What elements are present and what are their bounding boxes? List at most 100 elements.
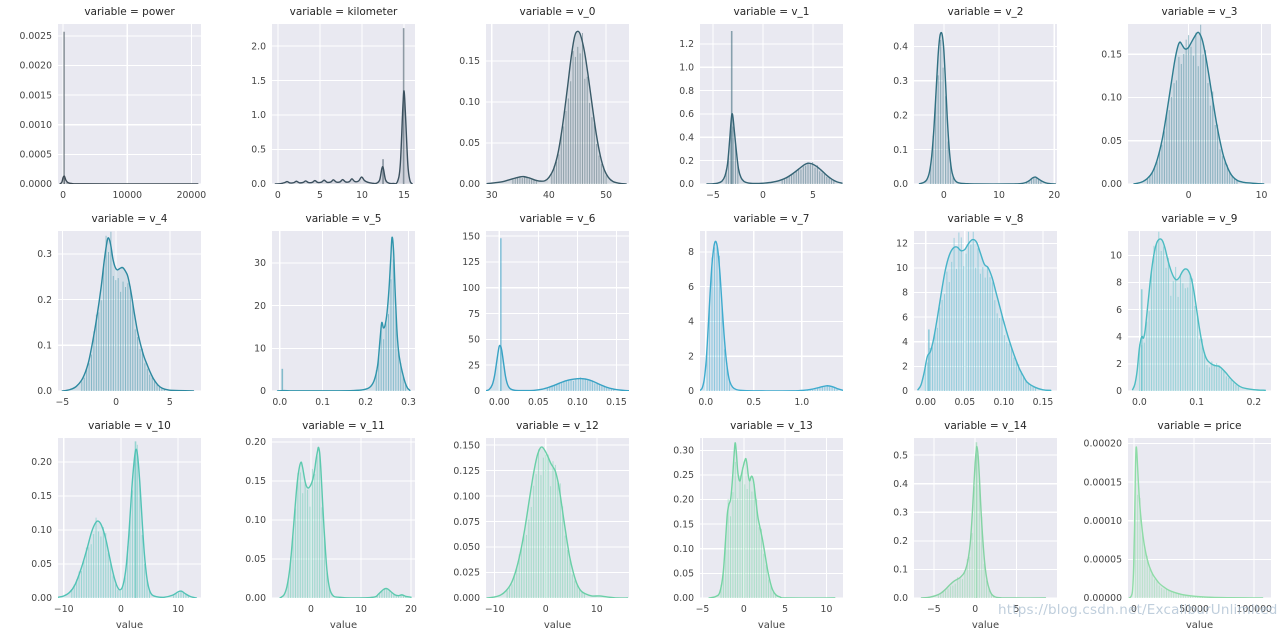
- y-tick-label: 0.4: [893, 42, 908, 53]
- plot-background: [700, 231, 843, 391]
- plot-background: [486, 231, 629, 391]
- plot-background: [272, 438, 415, 598]
- x-tick-labels: −5 0 5: [927, 604, 1020, 615]
- y-tick-label: 10: [254, 344, 266, 355]
- x-tick-labels: −5 0 5 10: [696, 604, 833, 615]
- x-tick-labels: 0 50000 100000: [1131, 604, 1272, 615]
- x-tick-label: 0.10: [994, 397, 1015, 408]
- y-tick-label: 0: [474, 386, 480, 397]
- y-tick-label: 50: [468, 335, 480, 346]
- y-tick-label: 0.15: [245, 476, 266, 487]
- x-tick-label: −10: [485, 604, 505, 615]
- y-tick-labels: 0.0 0.2 0.4 0.6 0.8 1.0 1.2: [679, 39, 694, 190]
- gridlines: [58, 438, 201, 599]
- x-tick-label: 0: [1131, 604, 1137, 615]
- y-tick-label: 25: [468, 360, 480, 371]
- y-tick-label: 1.0: [679, 62, 694, 73]
- chart-power: 0.0000 0.0005 0.0010 0.0015 0.0020 0.0025 0 100…: [19, 6, 206, 201]
- y-tick-label: 0.00005: [1084, 555, 1123, 566]
- subplot-title: variable = v_3: [1162, 6, 1238, 18]
- y-tick-label: 8: [688, 247, 694, 258]
- subplot-price: 0.00000 0.00005 0.00010 0.00015 0.00020 0 5000…: [1070, 414, 1284, 636]
- x-tick-label: 1.0: [794, 397, 809, 408]
- y-tick-label: 0.10: [459, 97, 480, 108]
- y-tick-label: 0.20: [245, 437, 266, 448]
- x-tick-labels: −10 0 10: [485, 604, 603, 615]
- y-tick-label: 0: [260, 386, 266, 397]
- kde-fill: [58, 449, 197, 598]
- plot-background: [58, 231, 201, 391]
- y-tick-label: 0.0: [679, 179, 694, 190]
- y-tick-label: 0.05: [1101, 136, 1122, 147]
- y-tick-label: 0.00: [31, 593, 52, 604]
- y-tick-label: 0.0: [251, 179, 266, 190]
- y-tick-label: 1.2: [679, 39, 694, 50]
- kde-curve: [486, 446, 629, 598]
- subplot-v_0: 0.00 0.05 0.10 0.15 30 40 50 variable = v_0: [428, 0, 642, 207]
- subplot-v_6: 0 25 50 75 100 125 150 0.00 0.05 0.10 0.15 variable…: [428, 207, 642, 414]
- x-tick-label: 5: [810, 190, 816, 201]
- kde-fill: [277, 237, 410, 391]
- x-tick-label: 0.3: [401, 397, 416, 408]
- kde-curve: [920, 445, 1047, 598]
- x-tick-label: 10: [591, 604, 603, 615]
- gridlines: [486, 438, 629, 599]
- x-tick-label: 20: [405, 604, 417, 615]
- x-tick-labels: 0.00 0.05 0.10 0.15: [915, 397, 1053, 408]
- y-tick-label: 0.3: [893, 507, 908, 518]
- x-axis-label: value: [1186, 620, 1213, 631]
- y-tick-label: 0.00000: [1084, 593, 1123, 604]
- y-tick-label: 0.8: [679, 86, 694, 97]
- x-tick-label: 30: [486, 190, 498, 201]
- y-tick-label: 0.15: [459, 56, 480, 67]
- y-tick-label: 125: [462, 257, 480, 268]
- x-tick-label: 0: [308, 604, 314, 615]
- y-tick-label: 2: [688, 351, 694, 362]
- subplot-kilometer: 0.0 0.5 1.0 1.5 2.0 0 5 10 15 variable = kilomete…: [214, 0, 428, 207]
- subplot-title: variable = v_2: [948, 6, 1024, 18]
- y-tick-label: 0.25: [673, 470, 694, 481]
- y-tick-label: 0.0010: [19, 120, 52, 131]
- subplot-title: variable = v_11: [302, 420, 385, 432]
- subplot-title: variable = v_7: [734, 213, 810, 225]
- x-tick-label: 0.1: [315, 397, 330, 408]
- kde-curve: [700, 240, 843, 391]
- x-tick-label: 40: [543, 190, 555, 201]
- y-tick-label: 0.5: [251, 145, 266, 156]
- subplot-title: variable = v_14: [944, 420, 1027, 432]
- y-tick-label: 0.6: [679, 109, 694, 120]
- kde-curve: [706, 113, 843, 184]
- subplot-title: variable = v_1: [734, 6, 810, 18]
- y-tick-label: 0.10: [673, 544, 694, 555]
- y-tick-label: 1.0: [251, 110, 266, 121]
- y-tick-labels: 0.0000 0.0005 0.0010 0.0015 0.0020 0.0025: [19, 31, 52, 190]
- y-tick-label: 2.0: [251, 41, 266, 52]
- y-tick-label: 0.100: [453, 491, 480, 502]
- y-tick-label: 0.1: [893, 565, 908, 576]
- x-tick-label: 0.10: [567, 397, 588, 408]
- y-tick-label: 0.0: [893, 179, 908, 190]
- x-tick-label: 50000: [1179, 604, 1209, 615]
- x-tick-label: 10: [821, 604, 833, 615]
- subplot-title: variable = v_12: [516, 420, 599, 432]
- kde-curve: [1131, 238, 1266, 391]
- kde-fill: [709, 442, 835, 598]
- subplot-v_14: 0.0 0.1 0.2 0.3 0.4 0.5 −5 0 5 variable = v_14 val…: [856, 414, 1070, 636]
- y-tick-label: 2: [902, 362, 908, 373]
- kde-curve: [708, 442, 836, 598]
- subplot-title: variable = v_9: [1162, 213, 1238, 225]
- x-tick-label: 5: [317, 190, 323, 201]
- y-tick-label: 0.10: [1101, 93, 1122, 104]
- chart-v_9: 0 2 4 6 8 10 0.0 0.1 0.2 variable = v_9: [1110, 213, 1271, 408]
- y-tick-label: 75: [468, 309, 480, 320]
- subplot-v_9: 0 2 4 6 8 10 0.0 0.1 0.2 variable = v_9: [1070, 207, 1284, 414]
- x-tick-labels: −10 0 10: [54, 604, 184, 615]
- y-tick-label: 8: [1116, 278, 1122, 289]
- x-axis-label: value: [544, 620, 571, 631]
- y-tick-label: 0.0: [893, 593, 908, 604]
- y-tick-labels: 0.00 0.05 0.10 0.15 0.20: [31, 457, 52, 604]
- gridlines: [486, 231, 629, 392]
- gridlines: [486, 24, 629, 185]
- y-tick-labels: 0.00000 0.00005 0.00010 0.00015 0.00020: [1084, 439, 1123, 605]
